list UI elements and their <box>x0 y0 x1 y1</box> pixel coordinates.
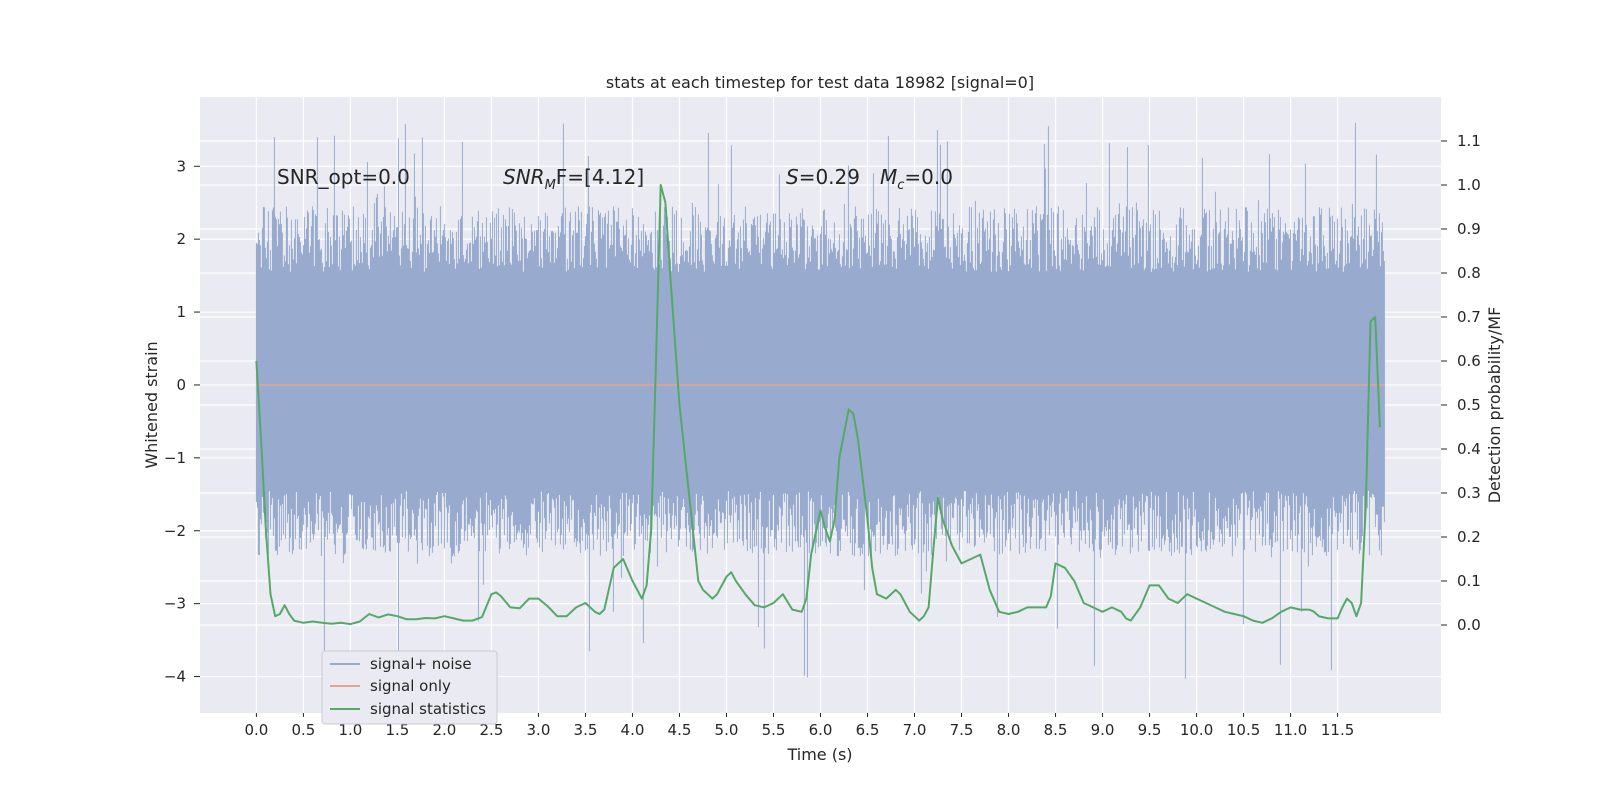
x-tick-label: 7.0 <box>903 721 927 739</box>
x-tick-label: 11.5 <box>1321 721 1354 739</box>
x-tick-label: 9.0 <box>1091 721 1115 739</box>
annotation-snr-opt: SNR_opt=0.0 <box>277 165 410 189</box>
y-right-tick-label: 0.1 <box>1457 572 1481 590</box>
signal-statistics-line <box>255 184 1381 626</box>
x-tick-label: 4.0 <box>621 721 645 739</box>
chart-title: stats at each timestep for test data 189… <box>606 73 1034 92</box>
y-right-tick-label: 1.1 <box>1457 132 1481 150</box>
annotation-snr-mf: SNRMF=[4.12] <box>503 165 644 193</box>
x-tick-label: 3.0 <box>527 721 551 739</box>
y-right-tick-label: 0.9 <box>1457 220 1481 238</box>
x-tick-label: 6.5 <box>856 721 880 739</box>
y-right-tick-label: 0.8 <box>1457 264 1481 282</box>
x-tick-label: 3.5 <box>574 721 598 739</box>
x-tick-label: 1.5 <box>386 721 410 739</box>
x-tick-label: 11.0 <box>1274 721 1307 739</box>
x-tick-label: 8.0 <box>997 721 1021 739</box>
y-right-tick-label: 0.2 <box>1457 528 1481 546</box>
y-axis-label-left: Whitened strain <box>142 341 161 468</box>
y-right-tick-label: 0.5 <box>1457 396 1481 414</box>
x-tick-label: 5.0 <box>715 721 739 739</box>
legend-label-signal-only: signal only <box>370 677 451 695</box>
y-right-tick-label: 0.0 <box>1457 616 1481 634</box>
x-tick-label: 1.0 <box>338 721 362 739</box>
series-signal-noise <box>255 122 1385 679</box>
x-tick-label: 5.5 <box>762 721 786 739</box>
x-tick-label: 7.5 <box>950 721 974 739</box>
x-axis-label: Time (s) <box>786 745 852 764</box>
y-right-tick-label: 0.4 <box>1457 440 1481 458</box>
series-signal-statistics <box>255 184 1381 626</box>
x-tick-label: 0.5 <box>291 721 315 739</box>
y-right-tick-label: 0.6 <box>1457 352 1481 370</box>
legend-label-signal-statistics: signal statistics <box>370 700 486 718</box>
y-axis-label-right: Detection probability/MF <box>1485 307 1504 504</box>
y-left-tick-labels: 3 2 1 0 −1 −2 −3 −4 <box>164 157 200 686</box>
x-tick-label: 6.0 <box>809 721 833 739</box>
x-tick-labels: 0.0 0.5 1.0 1.5 2.0 2.5 3.0 3.5 4.0 4.5 5.0 5.5 6.0 6… <box>244 713 1354 739</box>
y-left-tick-label: 3 <box>176 157 186 175</box>
legend-box <box>321 650 498 725</box>
x-tick-label: 10.0 <box>1180 721 1213 739</box>
x-tick-label: 2.5 <box>480 721 504 739</box>
y-right-tick-label: 1.0 <box>1457 176 1481 194</box>
x-tick-label: 4.5 <box>668 721 692 739</box>
x-tick-label: 2.0 <box>433 721 457 739</box>
annotation-mc: Mc=0.0 <box>880 165 953 193</box>
legend: signal+ noise signal only signal statist… <box>321 650 498 725</box>
y-left-tick-label: −3 <box>164 595 186 613</box>
y-right-tick-label: 0.7 <box>1457 308 1481 326</box>
legend-label-signal-noise: signal+ noise <box>370 655 472 673</box>
y-right-tick-label: 0.3 <box>1457 484 1481 502</box>
x-tick-label: 0.0 <box>244 721 268 739</box>
y-left-tick-label: 2 <box>176 230 186 248</box>
y-right-tick-labels: 1.1 1.0 0.9 0.8 0.7 0.6 0.5 0.4 0.3 0.2 0.1 0.0 <box>1441 132 1481 634</box>
x-tick-label: 10.5 <box>1227 721 1260 739</box>
y-left-tick-label: −1 <box>164 449 186 467</box>
annotation-s: S=0.29 <box>786 165 860 189</box>
x-tick-label: 9.5 <box>1138 721 1162 739</box>
y-left-tick-label: 0 <box>176 376 186 394</box>
x-tick-label: 8.5 <box>1044 721 1068 739</box>
y-left-tick-label: 1 <box>176 303 186 321</box>
y-left-tick-label: −4 <box>164 668 186 686</box>
y-left-tick-label: −2 <box>164 522 186 540</box>
